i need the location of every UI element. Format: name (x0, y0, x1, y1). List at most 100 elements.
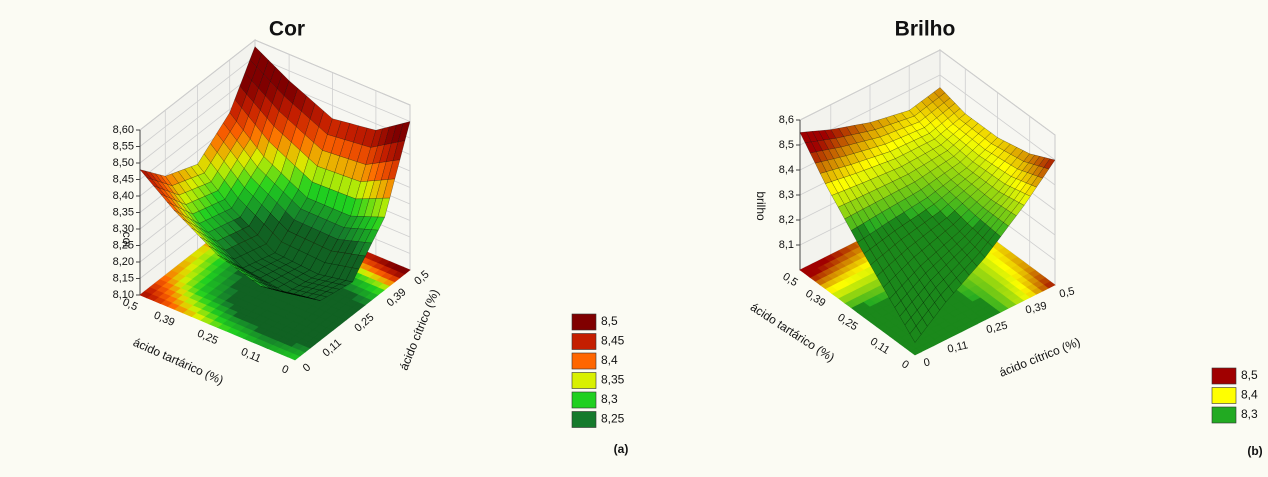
surface-cell (984, 186, 1000, 200)
surface-cell (914, 176, 930, 191)
z-tick-label: 8,50 (113, 157, 134, 169)
x-tick-label: 0,39 (1024, 300, 1048, 317)
x-tick-label: 0,11 (946, 339, 969, 355)
surface-cell (956, 268, 970, 285)
surface-cell (224, 207, 241, 221)
surface-cell (287, 103, 302, 128)
z-axis-label: cor (120, 232, 134, 249)
surface-cell (254, 109, 268, 134)
surface-cell (210, 242, 225, 255)
surface-cell (294, 294, 307, 298)
z-tick-label: 8,6 (779, 114, 794, 126)
chart-title: Brilho (895, 18, 956, 41)
surface-cell (907, 241, 923, 258)
surface-cell (174, 199, 188, 212)
z-tick-label: 8,30 (113, 223, 134, 235)
surface-cell (940, 285, 954, 303)
x-tick-label: 0,5 (1058, 285, 1076, 300)
surface-cell (799, 131, 812, 143)
surface-cell (293, 293, 306, 297)
z-tick-label: 8,2 (779, 214, 794, 226)
surface-cell (874, 153, 888, 165)
z-tick-label: 8,3 (779, 189, 794, 201)
surface-cell (940, 139, 954, 151)
surface-cell (959, 123, 973, 135)
surface-cell (341, 195, 357, 217)
surface-cell (281, 291, 294, 295)
surface-cell (897, 143, 912, 156)
surface-cell (998, 183, 1011, 195)
z-tick-label: 8,55 (113, 140, 134, 152)
surface-cell (942, 107, 955, 119)
z-tick-label: 8,1 (779, 239, 794, 251)
legend-swatch (571, 333, 597, 350)
surface-cell (281, 272, 298, 282)
surface-cell (913, 136, 928, 148)
surface-cell (392, 140, 406, 161)
surface-cell (919, 272, 931, 289)
surface-cell (944, 167, 960, 181)
surface-cell (1016, 161, 1030, 172)
surface-cell (938, 264, 952, 280)
y-tick-label: 0,5 (121, 296, 140, 313)
surface-cell (149, 171, 163, 183)
surface-cell (900, 293, 913, 310)
surface-cell (846, 125, 860, 136)
surface-cell (1016, 150, 1031, 162)
surface-cell (985, 214, 999, 229)
z-tick-label: 8,40 (113, 190, 134, 202)
surface-cell (1018, 193, 1031, 206)
surface-cell (198, 195, 213, 209)
surface-cell (319, 291, 334, 298)
surface-cell (934, 294, 947, 311)
surface-cell (167, 201, 180, 214)
z-axis-label: brilho (754, 191, 768, 221)
surface-cell (898, 118, 912, 129)
legend-swatch (571, 372, 597, 389)
legend-label: 8,5 (601, 314, 618, 328)
surface-cell (851, 132, 865, 144)
legend-label: 8,3 (1241, 407, 1258, 421)
x-tick-label: 0 (923, 356, 932, 369)
surface-cell (930, 223, 946, 238)
legend-label: 8,3 (601, 392, 618, 406)
surface-cell (902, 219, 918, 235)
surface-cell (895, 211, 911, 226)
surface-cell (879, 161, 895, 174)
surface-cell (308, 297, 321, 301)
surface-cell (268, 125, 283, 150)
surface-cell (804, 141, 817, 154)
z-tick-label: 8,35 (113, 206, 134, 218)
z-tick-label: 8,20 (113, 256, 134, 268)
surface-cell (948, 243, 963, 258)
surface-cell (146, 177, 160, 189)
surface-cell (943, 237, 958, 252)
surface-cell (365, 145, 379, 165)
surface-cell (826, 169, 838, 182)
surface-cell (971, 122, 985, 135)
legend-label: 8,25 (601, 412, 625, 426)
panel-label: (a) (614, 442, 629, 456)
surface-cell (228, 256, 243, 269)
surface-cell (964, 227, 979, 243)
surface-cell (234, 267, 249, 276)
surface-cell (272, 288, 285, 293)
surface-cell (850, 198, 864, 213)
surface-cell (239, 269, 254, 278)
surface-cell (190, 163, 205, 176)
surface-cell (258, 73, 271, 97)
surface-cell (1003, 143, 1018, 155)
surface-cell (1003, 212, 1017, 227)
z-tick-label: 8,4 (779, 164, 794, 176)
surface-cell (324, 250, 339, 265)
surface-cell (985, 163, 999, 176)
surface-cell (937, 230, 953, 246)
surface-cell (937, 161, 953, 174)
surface-cell (831, 179, 845, 194)
surface-cell (938, 92, 951, 104)
surface-cell (979, 241, 994, 258)
legend-swatch (1211, 367, 1237, 385)
surface-cell (925, 203, 941, 218)
